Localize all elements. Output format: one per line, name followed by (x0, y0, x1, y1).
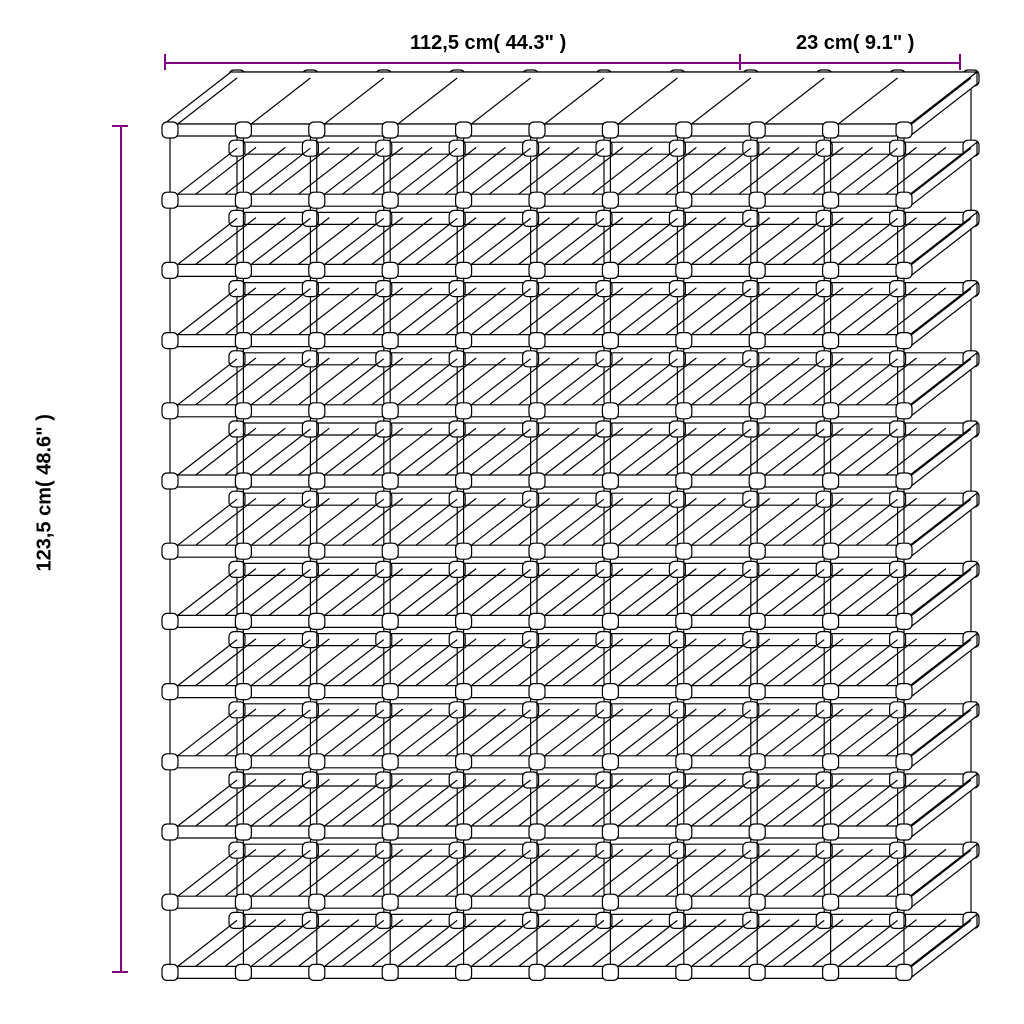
wine-rack-drawing (0, 0, 1024, 1024)
diagram-container: 112,5 cm( 44.3" ) 23 cm( 9.1" ) 123,5 cm… (0, 0, 1024, 1024)
